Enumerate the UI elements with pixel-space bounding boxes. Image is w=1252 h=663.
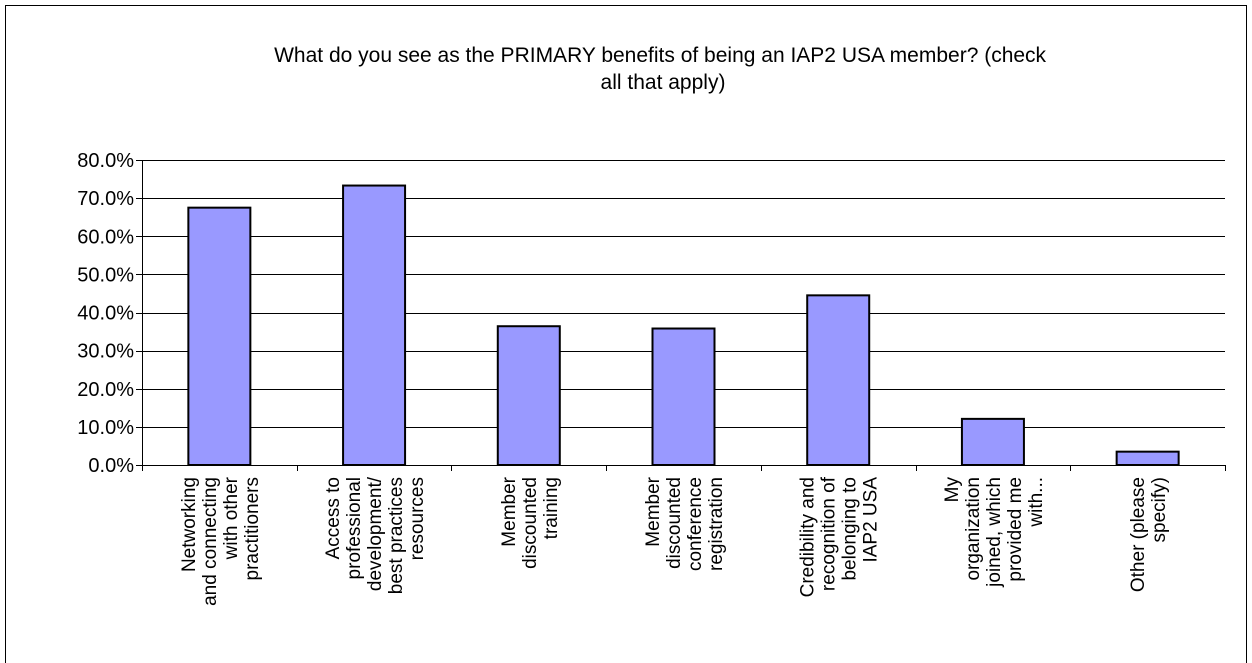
x-category-label: Networkingand connectingwith otherpracti…	[179, 476, 263, 606]
y-tick-label: 70.0%	[77, 188, 134, 210]
y-tick-label: 40.0%	[77, 303, 134, 325]
x-category-label-line: registration	[706, 477, 727, 571]
bars	[187, 184, 1180, 467]
bar	[496, 325, 561, 466]
x-category-label-line: practitioners	[242, 477, 263, 581]
x-category-label-line: Networking	[179, 477, 200, 572]
bar	[342, 184, 407, 466]
x-category-label-line: Member	[499, 476, 520, 546]
bar	[187, 206, 252, 466]
x-category-label-line: Access to	[323, 477, 344, 559]
x-category-label-line: with other	[221, 476, 242, 560]
x-category-label-line: organization	[963, 477, 984, 581]
x-axis-category-labels: Networkingand connectingwith otherpracti…	[179, 476, 1170, 606]
x-category-label: Memberdiscountedconferenceregistration	[643, 476, 727, 571]
x-category-label-line: My	[942, 477, 963, 503]
x-category-label: Access toprofessionaldevelopment/best pr…	[323, 476, 428, 594]
x-category-label: Myorganizationjoined, whichprovided mewi…	[942, 477, 1047, 588]
x-category-label-line: IAP2 USA	[861, 477, 882, 563]
x-category-label-line: provided me	[1005, 477, 1026, 582]
x-category-label-line: and connecting	[200, 477, 221, 606]
x-category-label-line: development/	[365, 476, 386, 591]
y-axis-tick-labels: 0.0% 10.0% 20.0% 30.0% 40.0% 50.0% 60.0% 70.0% 8…	[77, 150, 134, 477]
x-category-label-line: professional	[344, 477, 365, 579]
bar	[1115, 450, 1180, 466]
y-tick-label: 50.0%	[77, 264, 134, 286]
x-category-label-line: specify)	[1149, 477, 1170, 542]
x-category-label-line: training	[541, 477, 562, 539]
y-tick-label: 20.0%	[77, 379, 134, 401]
x-category-label-line: resources	[407, 477, 428, 560]
y-tick-label: 60.0%	[77, 226, 134, 248]
x-category-label-line: Other (please	[1128, 477, 1149, 592]
y-tick-label: 30.0%	[77, 341, 134, 363]
axes	[142, 160, 1226, 471]
x-category-label: Memberdiscountedtraining	[499, 476, 562, 569]
chart-title-line-1: What do you see as the PRIMARY benefits …	[274, 44, 1046, 67]
chart-title-line-2: all that apply)	[601, 71, 726, 94]
y-tick-label: 0.0%	[88, 455, 134, 477]
x-category-label-line: best practices	[386, 477, 407, 594]
y-tick-label: 80.0%	[77, 150, 134, 172]
x-category-label-line: Credibility and	[798, 477, 819, 597]
x-category-label-line: recognition of	[819, 476, 840, 591]
y-tick-label: 10.0%	[77, 417, 134, 439]
chart-title: What do you see as the PRIMARY benefits …	[274, 44, 1052, 94]
x-category-label-line: discounted	[664, 477, 685, 569]
x-category-label: Other (pleasespecify)	[1128, 477, 1170, 592]
x-category-label-line: with...	[1026, 477, 1047, 528]
x-category-label: Credibility andrecognition ofbelonging t…	[798, 476, 882, 597]
x-category-label-line: conference	[685, 477, 706, 571]
x-category-label-line: Member	[643, 476, 664, 546]
bar	[960, 417, 1025, 466]
x-category-label-line: discounted	[520, 477, 541, 569]
bar	[806, 294, 871, 466]
bar	[651, 327, 716, 467]
x-category-label-line: belonging to	[840, 477, 861, 581]
x-category-label-line: joined, which	[984, 477, 1005, 588]
